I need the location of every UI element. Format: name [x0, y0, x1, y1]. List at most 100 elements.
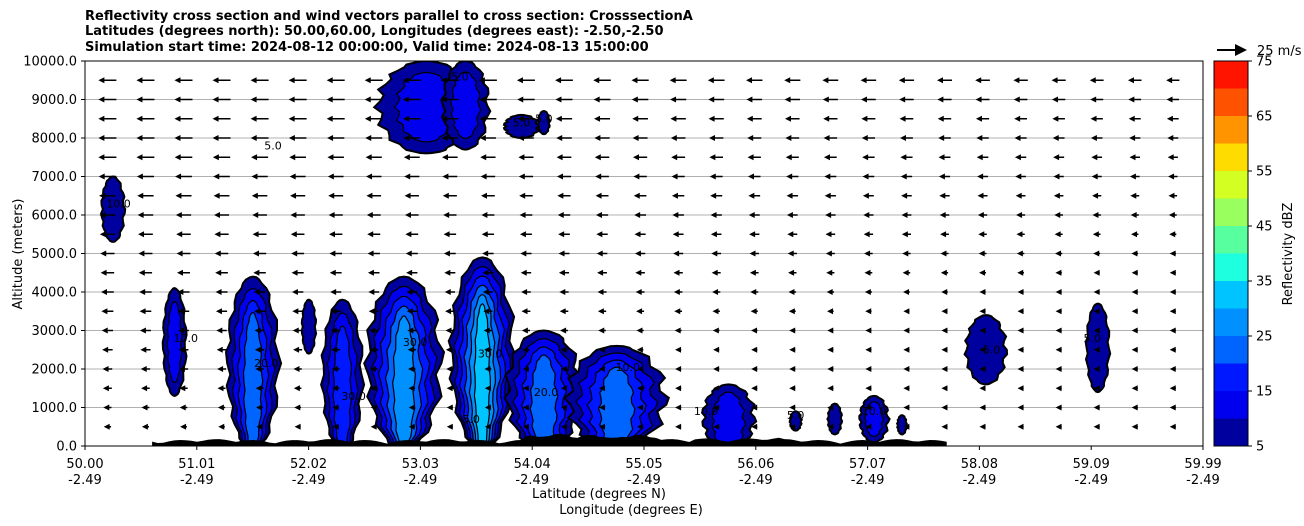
wind-vector-head: [708, 135, 715, 141]
wind-vector-head: [977, 192, 984, 199]
wind-vector: [215, 289, 228, 295]
wind-vector-head: [788, 269, 795, 276]
wind-vector: [330, 308, 341, 315]
wind-vector: [786, 173, 799, 180]
wind-vector-head: [1055, 404, 1062, 411]
wind-vector-head: [941, 423, 948, 430]
wind-vector: [903, 327, 910, 334]
wind-vector: [1130, 212, 1139, 218]
wind-vector: [408, 366, 416, 372]
wind-vector-head: [406, 269, 413, 276]
storm-cell: [963, 314, 1009, 386]
wind-vector: [789, 346, 796, 353]
wind-vector-head: [786, 212, 793, 218]
wind-vector: [516, 77, 535, 84]
wind-vector-head: [1013, 96, 1020, 103]
contour-label: 10.0: [173, 332, 198, 345]
wind-vector-head: [903, 423, 910, 430]
wind-vector: [594, 115, 611, 122]
wind-vector: [215, 269, 228, 276]
wind-vector: [864, 269, 873, 276]
wind-vector-head: [864, 289, 871, 295]
wind-vector: [254, 308, 266, 315]
wind-vector-head: [177, 308, 184, 315]
storm-cell: [895, 414, 908, 436]
wind-vector-head: [1014, 154, 1021, 161]
wind-vector-head: [403, 135, 410, 141]
wind-vector: [940, 269, 949, 276]
chart-title-line-1: Reflectivity cross section and wind vect…: [85, 9, 693, 24]
wind-vector: [256, 404, 264, 411]
wind-vector: [290, 231, 305, 238]
wind-vector-head: [212, 96, 219, 103]
wind-vector: [176, 231, 191, 238]
wind-vector: [178, 327, 189, 334]
wind-vector: [517, 115, 535, 122]
wind-vector: [484, 346, 492, 353]
wind-vector-head: [483, 308, 490, 315]
wind-vector-head: [899, 96, 906, 103]
wind-vector-head: [178, 327, 185, 334]
wind-vector: [1169, 423, 1176, 430]
wind-vector-head: [823, 154, 830, 161]
wind-vector: [1055, 346, 1062, 353]
wind-vector-head: [860, 77, 867, 84]
wind-vector-head: [751, 327, 758, 334]
wind-vector: [861, 115, 876, 122]
wind-vector-head: [365, 154, 372, 161]
wind-vector-head: [864, 250, 871, 257]
wind-vector-head: [518, 135, 525, 141]
wind-vector-head: [522, 423, 529, 430]
x-axis-ticks: 50.00-2.4951.01-2.4952.02-2.4953.03-2.49…: [66, 446, 1222, 488]
wind-vector-head: [482, 289, 489, 295]
wind-vector: [1169, 250, 1176, 257]
wind-vector: [136, 77, 155, 84]
wind-vector: [98, 173, 117, 180]
wind-vector: [747, 154, 761, 161]
wind-vector: [484, 423, 491, 430]
wind-vector: [898, 77, 915, 84]
wind-vector-head: [519, 231, 526, 238]
wind-vector: [671, 192, 685, 199]
wind-vector-head: [522, 404, 529, 411]
wind-vector-head: [560, 346, 567, 353]
wind-vector: [292, 327, 303, 334]
wind-vector-head: [291, 250, 298, 257]
wind-vector-head: [713, 366, 720, 372]
wind-vector-head: [631, 77, 638, 84]
x-tick-label-lat: 55.05: [625, 457, 662, 472]
wind-vector-head: [901, 231, 908, 238]
wind-vector: [519, 212, 533, 218]
wind-vector: [99, 212, 116, 218]
wind-vector: [672, 231, 684, 238]
wind-vector-head: [518, 154, 525, 161]
wind-vector: [712, 289, 721, 295]
wind-vector: [939, 192, 950, 199]
y-tick-label: 10000.0: [23, 55, 77, 70]
wind-vector: [784, 115, 800, 122]
wind-vector: [212, 135, 231, 141]
wind-vector-head: [1128, 96, 1135, 103]
wind-vector-head: [250, 96, 257, 103]
contour-label: 5.0: [535, 113, 553, 126]
wind-vector: [674, 308, 683, 315]
wind-vector: [136, 96, 155, 103]
wind-vector: [292, 308, 303, 315]
wind-vector-head: [675, 404, 682, 411]
wind-vector: [479, 135, 496, 141]
wind-vector-head: [976, 154, 983, 161]
wind-vector-head: [326, 115, 333, 122]
wind-vector: [979, 346, 986, 353]
wind-vector-head: [479, 96, 486, 103]
wind-vector-head: [1131, 423, 1138, 430]
wind-vector-head: [979, 366, 986, 372]
wind-vector: [482, 289, 493, 295]
wind-vector: [826, 269, 835, 276]
wind-vector-head: [785, 154, 792, 161]
wind-vector: [825, 231, 836, 238]
wind-vector-head: [1093, 269, 1100, 276]
wind-vector-head: [368, 289, 375, 295]
wind-vector-head: [751, 366, 758, 372]
wind-vector: [293, 366, 302, 372]
wind-vector-head: [558, 250, 565, 257]
